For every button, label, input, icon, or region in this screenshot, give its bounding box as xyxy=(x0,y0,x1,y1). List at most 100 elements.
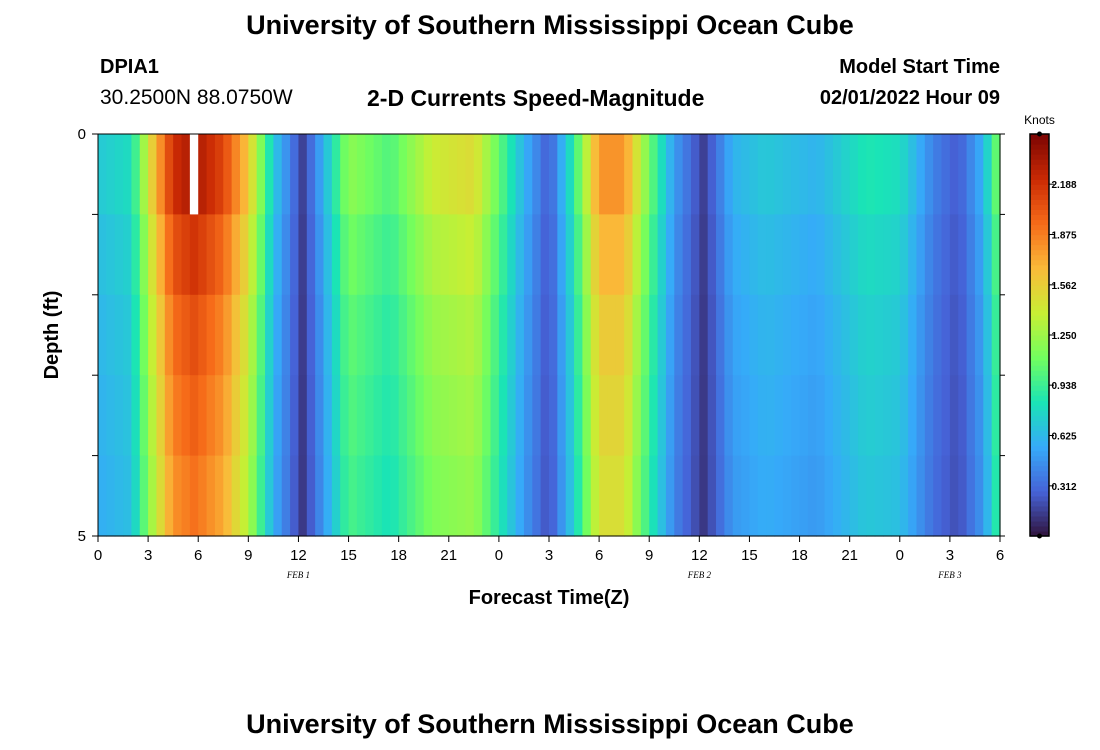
heatmap-cell xyxy=(214,294,224,376)
heatmap-cell xyxy=(766,294,776,376)
heatmap-cell xyxy=(899,375,909,457)
heatmap-cell xyxy=(490,455,500,537)
heatmap-cell xyxy=(290,214,300,296)
heatmap-cell xyxy=(741,375,751,457)
colorbar-segment xyxy=(1030,209,1049,216)
heatmap-cell xyxy=(632,214,642,296)
heatmap-cell xyxy=(883,294,893,376)
colorbar-segment xyxy=(1030,515,1049,522)
heatmap-cell xyxy=(256,214,266,296)
date-label: FEB 1 xyxy=(286,570,310,580)
heatmap-cell xyxy=(248,375,258,457)
heatmap-cell xyxy=(223,294,233,376)
heatmap-cell xyxy=(866,294,876,376)
y-tick-label: 0 xyxy=(78,126,86,143)
heatmap-cell xyxy=(941,375,951,457)
colorbar-segment xyxy=(1030,390,1049,396)
heatmap-cell xyxy=(114,214,124,296)
colorbar-segment xyxy=(1030,355,1049,361)
heatmap-cell xyxy=(749,294,759,376)
heatmap-cell xyxy=(640,134,650,215)
heatmap-cell xyxy=(674,455,684,537)
heatmap-cell xyxy=(390,455,400,537)
heatmap-cell xyxy=(858,294,867,376)
heatmap-cell xyxy=(908,375,918,457)
heatmap-cell xyxy=(131,375,141,457)
heatmap-cell xyxy=(156,455,166,537)
heatmap-cell xyxy=(106,134,116,215)
heatmap-cell xyxy=(148,134,158,215)
colorbar-segment xyxy=(1030,425,1049,432)
heatmap-cell xyxy=(599,294,609,376)
heatmap-cell xyxy=(381,294,391,376)
x-tick-label: 15 xyxy=(741,547,758,564)
heatmap-cell xyxy=(908,214,918,296)
heatmap-cell xyxy=(858,214,867,296)
heatmap-cell xyxy=(599,375,609,457)
colorbar-segment xyxy=(1030,329,1049,336)
heatmap-cell xyxy=(891,455,901,537)
heatmap-cell xyxy=(448,375,458,457)
footer-title: University of Southern Mississippi Ocean… xyxy=(246,709,854,739)
heatmap-cell xyxy=(699,214,709,296)
heatmap-cell xyxy=(114,134,124,215)
heatmap-cell xyxy=(448,214,458,296)
heatmap-cell xyxy=(315,375,325,457)
heatmap-cell xyxy=(248,455,258,537)
heatmap-cell xyxy=(615,455,625,537)
x-tick-label: 12 xyxy=(290,547,307,564)
colorbar-segment xyxy=(1030,460,1049,467)
colorbar-segment xyxy=(1030,264,1049,271)
heatmap-cell xyxy=(649,214,659,296)
heatmap-cell xyxy=(298,134,308,215)
colorbar-segment xyxy=(1030,184,1049,190)
heatmap-cell xyxy=(223,455,233,537)
heatmap-cell xyxy=(482,134,492,215)
heatmap-cell xyxy=(699,134,709,215)
heatmap-cell xyxy=(924,455,934,537)
heatmap-cell xyxy=(156,375,166,457)
heatmap-cell xyxy=(866,134,876,215)
colorbar-segment xyxy=(1030,224,1049,231)
heatmap-cell xyxy=(423,214,433,296)
heatmap-cell xyxy=(532,134,542,215)
heatmap-cell xyxy=(941,455,951,537)
colorbar-segment xyxy=(1030,234,1049,241)
heatmap-cell xyxy=(139,294,149,376)
colorbar-segment xyxy=(1030,259,1049,266)
heatmap-cell xyxy=(799,294,809,376)
heatmap-cell xyxy=(565,455,575,537)
colorbar-segment xyxy=(1030,179,1049,185)
colorbar-segment xyxy=(1030,274,1049,281)
heatmap-cell xyxy=(883,134,893,215)
colorbar-segment xyxy=(1030,239,1049,246)
heatmap-cell xyxy=(482,214,492,296)
heatmap-cell xyxy=(682,375,692,457)
colorbar-segment xyxy=(1030,269,1049,276)
heatmap-cell xyxy=(665,294,675,376)
heatmap-cell xyxy=(498,375,508,457)
heatmap-cell xyxy=(457,375,467,457)
heatmap-cell xyxy=(164,134,174,215)
heatmap-cell xyxy=(206,134,216,215)
heatmap-cell xyxy=(448,294,458,376)
heatmap-cell xyxy=(256,294,266,376)
heatmap-cell xyxy=(624,294,634,376)
heatmap-cell xyxy=(582,455,592,537)
x-tick-label: 9 xyxy=(244,547,252,564)
colorbar-bottom-cap xyxy=(1037,533,1042,539)
heatmap-cell xyxy=(624,455,634,537)
heatmap-cell xyxy=(173,455,183,537)
heatmap-cell xyxy=(290,294,300,376)
heatmap-cell xyxy=(599,214,609,296)
heatmap-cell xyxy=(214,375,224,457)
heatmap-cell xyxy=(974,294,984,376)
heatmap-cell xyxy=(239,214,249,296)
heatmap-cell xyxy=(682,214,692,296)
heatmap-cell xyxy=(373,375,383,457)
heatmap-cell xyxy=(841,375,851,457)
heatmap-cell xyxy=(407,375,416,457)
heatmap-cell xyxy=(381,214,391,296)
heatmap-cell xyxy=(540,375,550,457)
heatmap-cell xyxy=(849,214,859,296)
